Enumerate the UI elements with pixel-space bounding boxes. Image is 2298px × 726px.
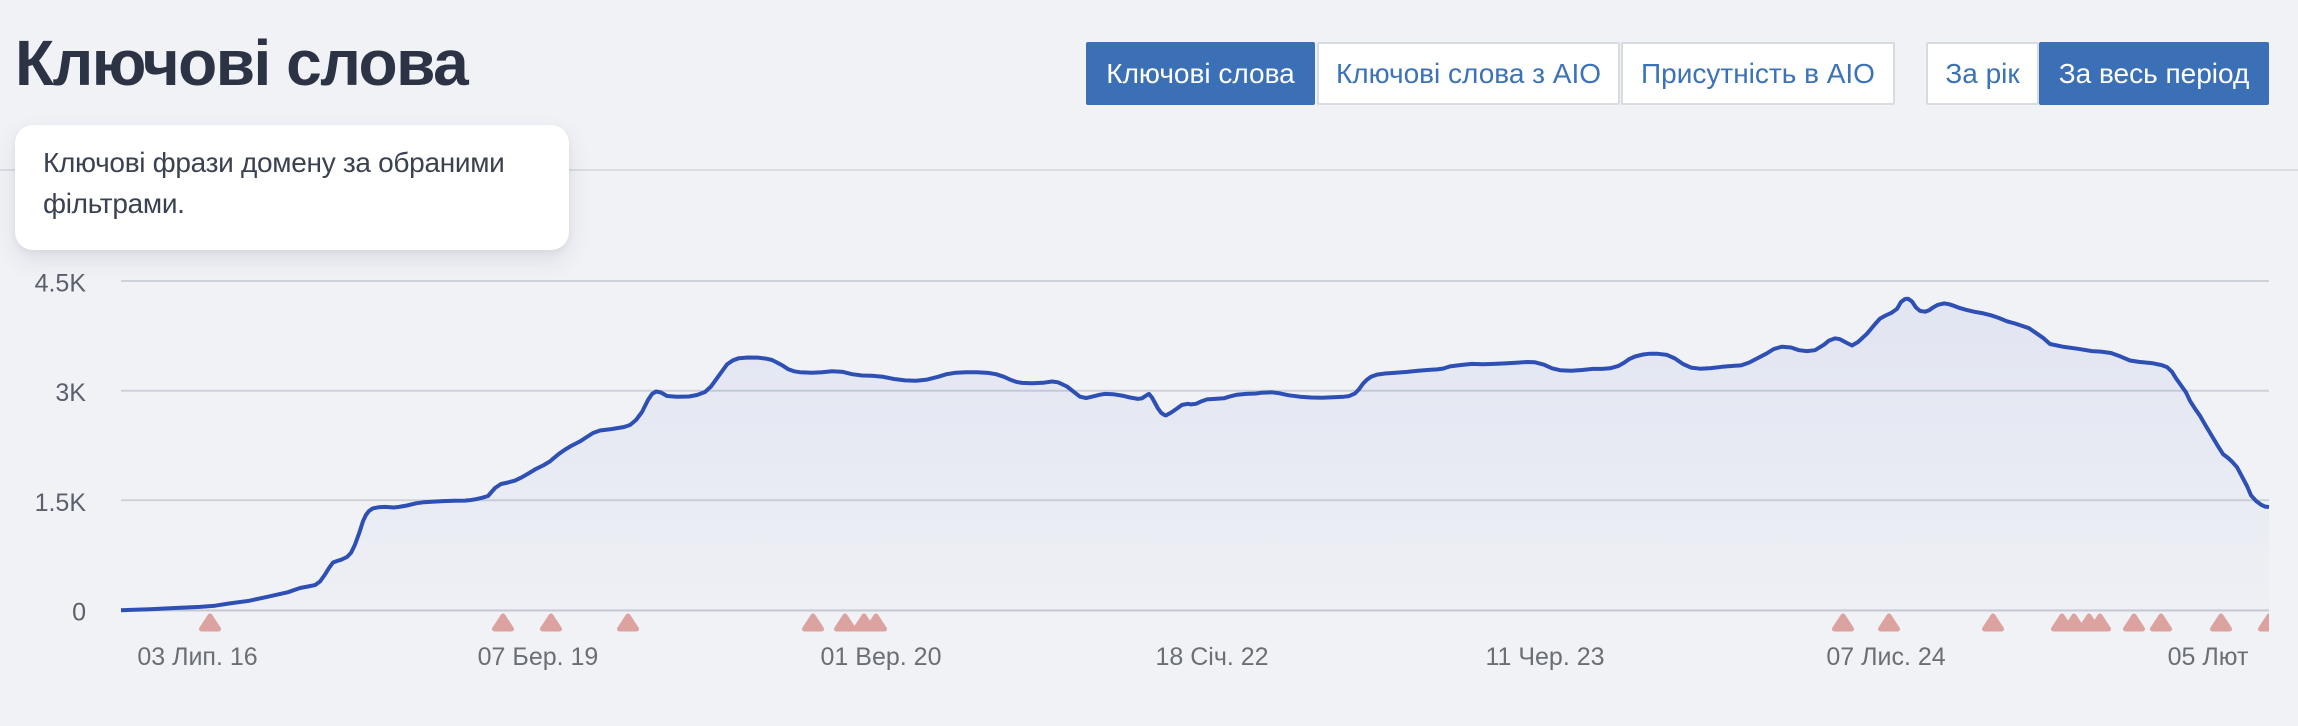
svg-text:3K: 3K	[55, 379, 86, 407]
svg-text:1.5K: 1.5K	[35, 489, 87, 517]
svg-text:4.5K: 4.5K	[35, 270, 87, 298]
svg-text:07 Бер. 19: 07 Бер. 19	[478, 643, 599, 671]
svg-text:07 Лис. 24: 07 Лис. 24	[1826, 643, 1945, 671]
svg-text:11 Чер. 23: 11 Чер. 23	[1485, 643, 1604, 671]
svg-text:03 Лип. 16: 03 Лип. 16	[137, 643, 257, 671]
svg-text:01 Вер. 20: 01 Вер. 20	[821, 643, 942, 671]
svg-text:0: 0	[72, 599, 86, 627]
svg-text:18 Січ. 22: 18 Січ. 22	[1155, 643, 1268, 671]
svg-text:05 Лют: 05 Лют	[2168, 643, 2249, 671]
